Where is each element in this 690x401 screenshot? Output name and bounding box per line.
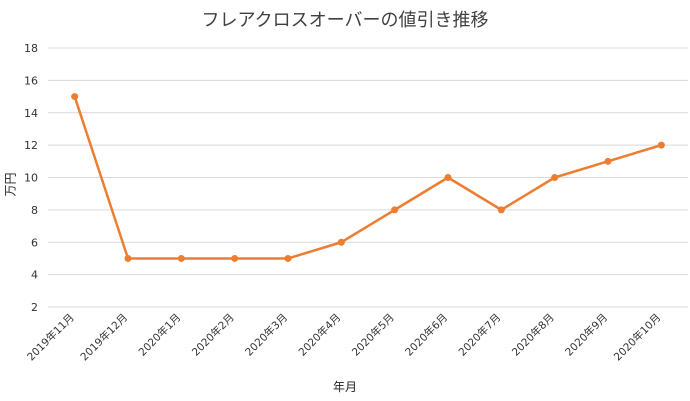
x-tick-label: 2019年11月 (24, 311, 76, 363)
y-tick-label: 18 (24, 42, 38, 55)
y-tick-label: 4 (31, 269, 38, 282)
y-tick-label: 2 (31, 301, 38, 314)
x-tick-label: 2020年10月 (611, 311, 663, 363)
y-tick-label: 12 (24, 139, 38, 152)
x-tick-label: 2020年1月 (136, 311, 184, 359)
y-tick-label: 6 (31, 236, 38, 249)
data-point (337, 238, 345, 246)
x-tick-label: 2020年3月 (242, 311, 290, 359)
x-tick-labels: 2019年11月 2019年12月 2020年1月 2020年2月 2020年3月 202… (24, 311, 663, 363)
y-tick-label: 10 (24, 172, 38, 185)
data-point (177, 254, 185, 262)
y-tick-label: 16 (24, 74, 38, 87)
data-point (124, 254, 132, 262)
data-point (657, 141, 665, 149)
y-tick-label: 8 (31, 204, 38, 217)
x-tick-label: 2020年7月 (456, 311, 504, 359)
chart-title: フレアクロスオーバーの値引き推移 (201, 10, 489, 31)
data-point (391, 206, 399, 214)
data-point (71, 93, 79, 101)
x-tick-label: 2020年4月 (296, 311, 344, 359)
data-point (551, 174, 559, 181)
y-tick-label: 14 (24, 107, 38, 120)
y-tick-labels: 2 4 6 8 10 12 14 16 18 (24, 42, 38, 314)
x-tick-label: 2020年2月 (189, 311, 237, 359)
grid-lines (48, 47, 688, 308)
x-tick-label: 2020年6月 (402, 311, 450, 359)
data-point (231, 254, 239, 262)
x-tick-label: 2020年8月 (509, 311, 557, 359)
x-tick-label: 2020年9月 (562, 311, 610, 359)
x-axis-label: 年月 (332, 380, 357, 394)
series-line (73, 96, 662, 260)
data-point (284, 254, 292, 262)
series-polyline (73, 96, 662, 260)
x-tick-label: 2020年5月 (349, 311, 397, 359)
data-point (604, 157, 612, 165)
data-point (497, 206, 505, 214)
data-point (444, 174, 452, 181)
data-points (71, 93, 665, 262)
x-tick-label: 2019年12月 (78, 311, 130, 363)
